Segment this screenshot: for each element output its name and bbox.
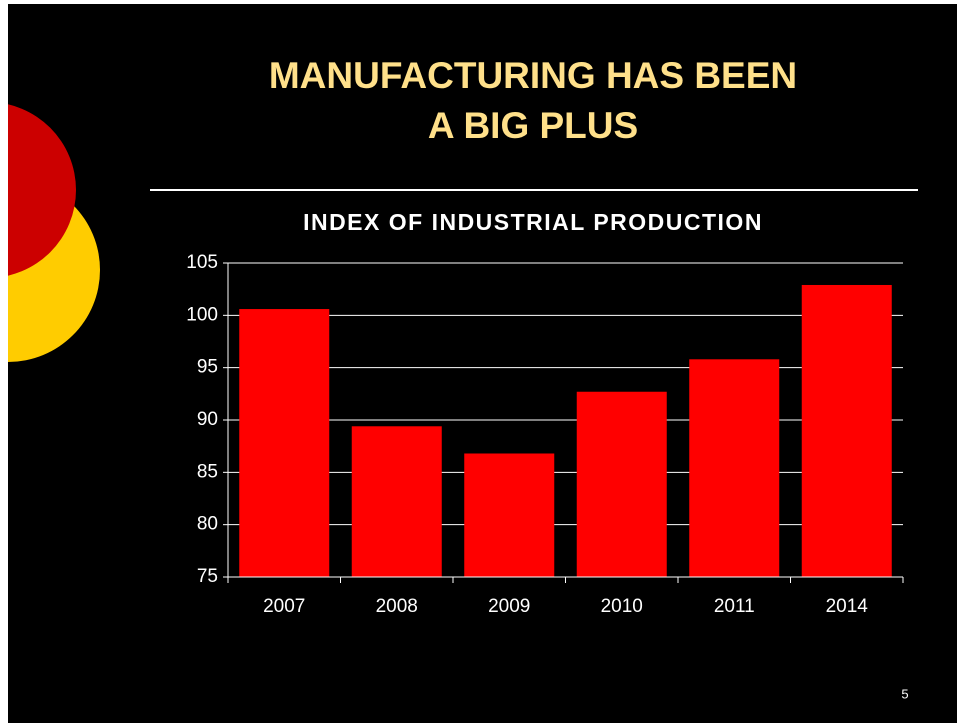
bar: [576, 391, 667, 577]
y-tick-label: 105: [186, 252, 218, 273]
bar: [351, 426, 442, 577]
y-tick-label: 75: [197, 566, 218, 587]
page-number: 5: [901, 686, 908, 701]
slide-background: [8, 4, 957, 723]
bar: [239, 309, 330, 577]
slide-title: A BIG PLUS: [428, 105, 638, 146]
y-tick-label: 100: [186, 304, 218, 325]
y-tick-label: 85: [197, 461, 218, 482]
decor-circle: [8, 104, 76, 276]
x-tick-label: 2014: [826, 596, 869, 617]
x-tick-label: 2008: [376, 596, 418, 617]
x-tick-label: 2011: [714, 596, 755, 617]
bar: [464, 453, 555, 577]
bar: [689, 359, 780, 577]
y-tick-label: 95: [197, 357, 218, 378]
x-tick-label: 2009: [488, 596, 530, 617]
bar: [801, 284, 892, 577]
y-tick-label: 80: [197, 514, 218, 535]
x-tick-label: 2010: [601, 596, 643, 617]
chart-title: INDEX OF INDUSTRIAL PRODUCTION: [303, 209, 763, 235]
x-tick-label: 2007: [263, 596, 305, 617]
y-tick-label: 90: [197, 409, 218, 430]
slide-title: MANUFACTURING HAS BEEN: [269, 55, 797, 96]
